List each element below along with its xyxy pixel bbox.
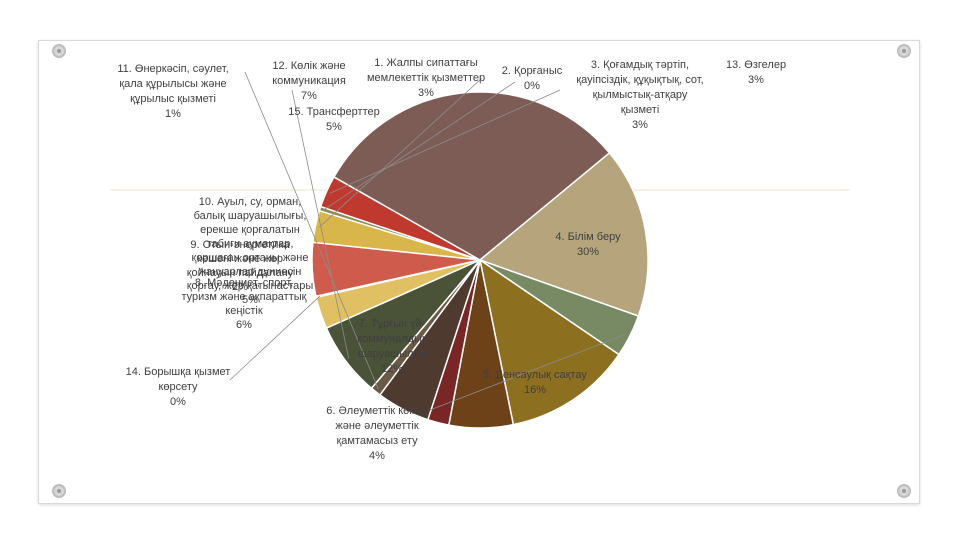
slice-label-11: 11. Өнеркәсіп, сәулет, қала құрылысы және… [117,63,228,120]
slice-label-line: 13. Өзгелер [726,59,786,71]
slice-label-line: қорғау, жер қатынастары [187,280,314,292]
slice-label-6: 6. Әлеуметтік көмек және әлеуметтік қамтам… [326,405,428,462]
slice-label-line: жануарлар дүниесін [199,266,302,278]
leader-line-14 [229,295,321,381]
pie-slices [311,91,649,429]
slice-label-line: 1. Жалпы сипаттағы [374,57,478,69]
slice-label-line: 14. Борышқа қызмет [126,366,231,378]
slice-label-line: 12. Көлік және [272,60,345,72]
slice-label-line: коммуникация [272,75,346,87]
slice-label-13: 13. Өзгелер 3% [726,59,786,86]
leader-line-6 [429,333,627,411]
slice-label-7: 7. Тұрғын үй-коммуналдық шаруашылық 12% [357,318,427,375]
slice-label-line: 5% [326,121,342,133]
pie-slice-7 [478,258,620,426]
slice-label-line: мемлекеттік қызметтер [367,72,485,84]
corner-pin-icon [52,44,66,58]
slice-label-line: 4% [369,450,385,462]
slice-label-10: 10. Ауыл, су, орман, балық шаруашылығы, ер… [187,196,314,306]
slice-label-line: 15. Трансферттер [288,106,380,118]
slice-label-15: 15. Трансферттер 5% [288,106,380,133]
leader-line-12 [291,89,350,359]
slice-label-line: және әлеуметтік [335,420,418,432]
slice-label-line: кешені және жер [197,253,283,265]
slice-label-1: 1. Жалпы сипаттағы мемлекеттік қызметтер 3… [367,57,485,99]
slice-label-14: 14. Борышқа қызмет көрсету 0% [126,366,231,408]
slice-label-line: 12% [381,363,403,375]
leader-line-2 [323,81,516,211]
slice-label-line: 3% [748,74,764,86]
leader-lines [229,71,627,411]
slice-label-line: 7% [301,90,317,102]
slice-label-line: 11. Өнеркәсіп, сәулет, [117,63,228,75]
slice-label-line: қала құрылысы және [119,78,226,90]
slice-label-line: 2% [232,281,248,293]
corner-pin-icon [52,484,66,498]
leader-line-3 [330,89,561,194]
slice-label-line: қамтамасыз ету [336,435,418,447]
corner-pin-icon [897,484,911,498]
slice-label-line: кеңістік [225,305,263,317]
slice-label-line: 5. Денсаулық сақтау [483,369,587,381]
slice-label-line: 30% [577,246,599,258]
slice-label-5: 5. Денсаулық сақтау 16% [483,369,587,396]
slice-label-line: табиғи аумақтар, [207,238,294,250]
slice-label-9: 9. Отын-энергетика кешені және жер қойнауы… [187,239,294,293]
slice-label-line: 0% [524,80,540,92]
slice-label-line: 9. Отын-энергетика [190,239,290,251]
slice-label-line: қауіпсіздік, құқықтық, сот, [576,74,703,86]
slice-label-line: ерекше қорғалатын [200,224,300,236]
slice-label-line: 5% [242,294,258,306]
slice-label-line: 8. Мәдениет, спорт, [195,277,293,289]
slice-label-line: қоршаған ортаны және [192,252,309,264]
slice-label-line: құрылыс қызметі [130,93,216,105]
slice-label-line: 7. Тұрғын үй- [359,318,426,330]
slice-label-line: 16% [524,384,546,396]
slice-label-3: 3. Қоғамдық тәртіп, қауіпсіздік, құқықтық… [576,59,703,131]
pie-slice-15 [311,241,481,298]
slice-label-line: қылмыстық-атқару [593,89,688,101]
pie-slice-5 [478,151,649,317]
slice-label-line: 3% [632,119,648,131]
leader-line-1 [319,77,483,228]
slice-label-line: 3% [418,87,434,99]
slice-label-line: туризм және ақпараттық [182,291,307,303]
slice-label-line: балық шаруашылығы, [194,210,307,222]
slice-label-line: 10. Ауыл, су, орман, [199,196,302,208]
slice-label-line: 1% [165,108,181,120]
slice-label-line: қойнауын пайдалану [187,267,294,279]
slice-label-line: көрсету [159,381,198,393]
slice-label-8: 8. Мәдениет, спорт, туризм және ақпаратты… [182,277,307,331]
slice-label-line: 6. Әлеуметтік көмек [326,405,428,417]
slice-labels: 1. Жалпы сипаттағы мемлекеттік қызметтер 3… [117,57,786,462]
slice-label-line: 4. Білім беру [555,231,621,243]
slice-label-line: 3. Қоғамдық тәртіп, [591,59,689,71]
leader-line-11 [244,71,379,389]
slice-label-line: қызметі [621,104,660,116]
slice-label-line: коммуналдық [357,333,427,345]
slice-label-line: 6% [236,319,252,331]
slice-label-line: шаруашылық [358,348,426,360]
slice-label-4: 4. Білім беру 30% [555,231,621,258]
slice-label-12: 12. Көлік және коммуникация 7% [272,60,346,102]
slice-label-2: 2. Қорғаныс 0% [502,65,563,92]
slice-label-line: 2. Қорғаныс [502,65,563,77]
slice-label-line: 0% [170,396,186,408]
corner-pin-icon [897,44,911,58]
